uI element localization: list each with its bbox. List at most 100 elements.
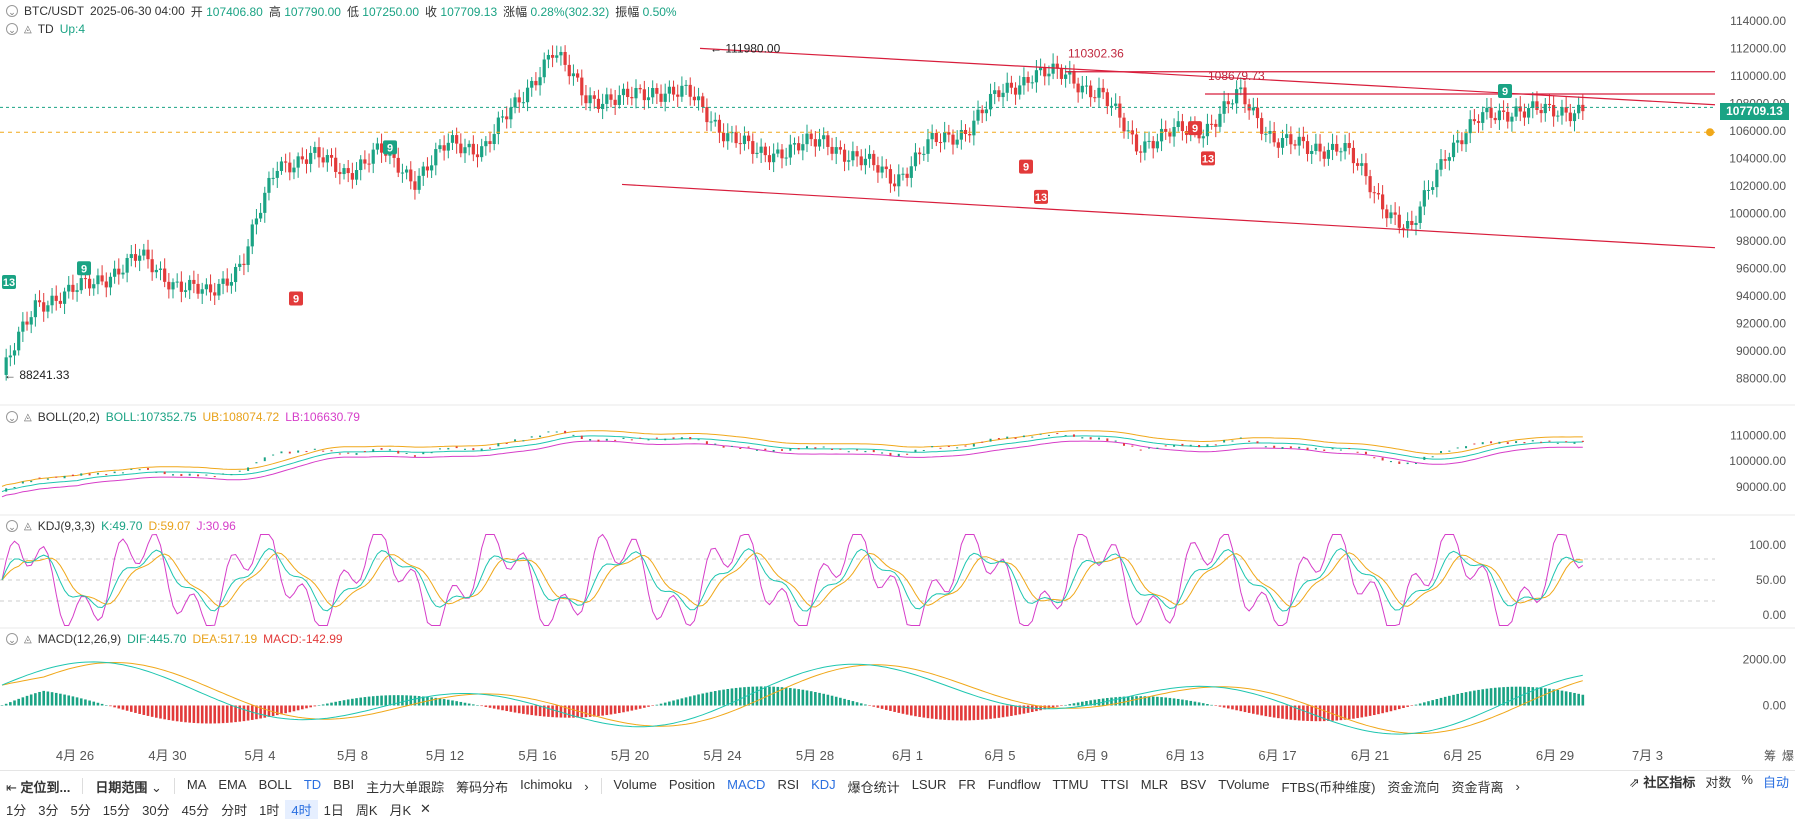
indicator-1[interactable]: EMA (218, 776, 247, 792)
log-button[interactable]: 对数 (1705, 775, 1732, 790)
candle-body (563, 51, 567, 65)
candle-body (346, 168, 350, 174)
macd-axis-label: 0.00 (1763, 699, 1787, 713)
candle-body (1272, 130, 1276, 143)
indicator-2[interactable]: BOLL (258, 776, 292, 792)
bell-icon[interactable]: ◬ (24, 520, 32, 532)
indicator-4[interactable]: BBI (333, 776, 355, 792)
auto-button[interactable]: 自动 (1762, 775, 1789, 790)
candle-body (988, 93, 993, 110)
macd-histogram-bar (230, 705, 233, 723)
date-axis-label: 7月 3 (1632, 748, 1663, 763)
indicator-6[interactable]: 筹码分布 (456, 779, 509, 795)
macd-histogram-bar (1297, 705, 1301, 721)
channel-upper (699, 47, 1716, 106)
timeframe-5[interactable]: 45分 (181, 802, 210, 818)
close-icon[interactable]: ✕ (420, 801, 431, 816)
indicator-10[interactable]: TTSI (1100, 776, 1129, 792)
indicator-5[interactable]: 爆仓统计 (847, 779, 900, 795)
collapse-icon[interactable]: ⌄ (6, 520, 18, 532)
macd-histogram-bar (280, 705, 283, 715)
indicator-15[interactable]: 资金流向 (1387, 779, 1440, 795)
timeframe-9[interactable]: 1日 (323, 802, 344, 818)
candle-body (684, 84, 688, 86)
macd-histogram-bar (142, 705, 146, 715)
candle-body (254, 218, 259, 225)
timeframe-0[interactable]: 1分 (6, 802, 27, 818)
indicator-2[interactable]: MACD (727, 776, 766, 792)
candle-body (42, 302, 46, 312)
candle-body (413, 181, 417, 190)
macd-histogram-bar (618, 705, 621, 714)
macd-histogram-bar (9, 702, 12, 706)
macd-histogram-bar (1489, 688, 1493, 706)
candle-body (342, 168, 346, 175)
chevron-right-icon[interactable]: › (1515, 778, 1520, 794)
candle-body (263, 192, 267, 213)
macd-histogram-bar (576, 705, 579, 718)
candle-body (1218, 113, 1222, 127)
indicator-3[interactable]: TD (303, 776, 322, 792)
timeframe-11[interactable]: 月K (389, 802, 412, 818)
macd-histogram-bar (288, 705, 292, 713)
chevron-right-icon[interactable]: › (584, 778, 589, 794)
boll-candle (1081, 437, 1084, 439)
collapse-icon[interactable]: ⌄ (6, 411, 18, 423)
bell-icon[interactable]: ◬ (24, 633, 32, 645)
td-marker (289, 291, 303, 306)
bell-icon[interactable]: ◬ (24, 411, 32, 423)
boll-candle (831, 448, 834, 451)
indicator-7[interactable]: Ichimoku (520, 776, 573, 792)
candle-body (859, 156, 863, 166)
indicator-3[interactable]: RSI (777, 776, 800, 792)
macd-histogram-bar (184, 705, 187, 723)
boll-candle (288, 451, 291, 454)
macd-histogram-bar (1089, 700, 1092, 706)
boll-candle (964, 445, 967, 447)
indicator-0[interactable]: MA (186, 776, 207, 792)
timeframe-7[interactable]: 1时 (259, 802, 280, 818)
collapse-icon[interactable]: ⌄ (6, 23, 18, 35)
date-range-button[interactable]: 日期范围 ⌄ (95, 779, 162, 795)
macd-histogram-bar (1264, 705, 1268, 717)
indicator-5[interactable]: 主力大单跟踪 (366, 779, 445, 795)
boll-candle (1256, 441, 1259, 444)
bell-icon[interactable]: ◬ (24, 23, 32, 35)
community-indicator-button[interactable]: ⇗ 社区指标 (1628, 775, 1696, 790)
indicator-4[interactable]: KDJ (811, 776, 836, 792)
indicator-1[interactable]: Position (668, 776, 716, 792)
chart-canvas[interactable]: 114000.00112000.00110000.00108000.001060… (0, 0, 1795, 770)
indicator-0[interactable]: Volume (613, 776, 657, 792)
percent-button[interactable]: % (1741, 772, 1753, 787)
timeframe-4[interactable]: 30分 (142, 802, 170, 818)
candle-body (321, 157, 325, 163)
macd-histogram-bar (534, 705, 538, 716)
indicator-12[interactable]: BSV (1180, 776, 1207, 792)
indicator-7[interactable]: FR (958, 776, 976, 792)
date-axis-label: 6月 1 (892, 748, 923, 763)
collapse-icon[interactable]: ⌄ (6, 5, 18, 17)
macd-histogram-bar (38, 691, 41, 706)
indicator-16[interactable]: 资金背离 (1451, 779, 1504, 795)
boll-candle (272, 454, 275, 456)
locate-button[interactable]: ⇤ 定位到... (6, 779, 71, 795)
timeframe-8[interactable]: 4时 (285, 799, 318, 819)
macd-histogram-bar (1406, 705, 1409, 707)
timeframe-2[interactable]: 5分 (70, 802, 91, 818)
boll-lb-value: LB:106630.79 (285, 410, 360, 424)
timeframe-1[interactable]: 3分 (38, 802, 59, 818)
timeframe-3[interactable]: 15分 (102, 802, 131, 818)
collapse-icon[interactable]: ⌄ (6, 633, 18, 645)
boll-candle (764, 448, 767, 451)
indicator-8[interactable]: Fundflow (987, 776, 1041, 792)
indicator-14[interactable]: FTBS(币种维度) (1281, 779, 1376, 795)
indicator-9[interactable]: TTMU (1052, 776, 1089, 792)
indicator-13[interactable]: TVolume (1218, 776, 1270, 792)
timeframe-10[interactable]: 周K (355, 802, 378, 818)
td-marker-label: 13 (3, 277, 15, 289)
indicator-11[interactable]: MLR (1140, 776, 1169, 792)
timeframe-6[interactable]: 分时 (221, 802, 248, 818)
indicator-6[interactable]: LSUR (911, 776, 947, 792)
candle-body (108, 276, 113, 288)
boll-candle (180, 474, 183, 476)
